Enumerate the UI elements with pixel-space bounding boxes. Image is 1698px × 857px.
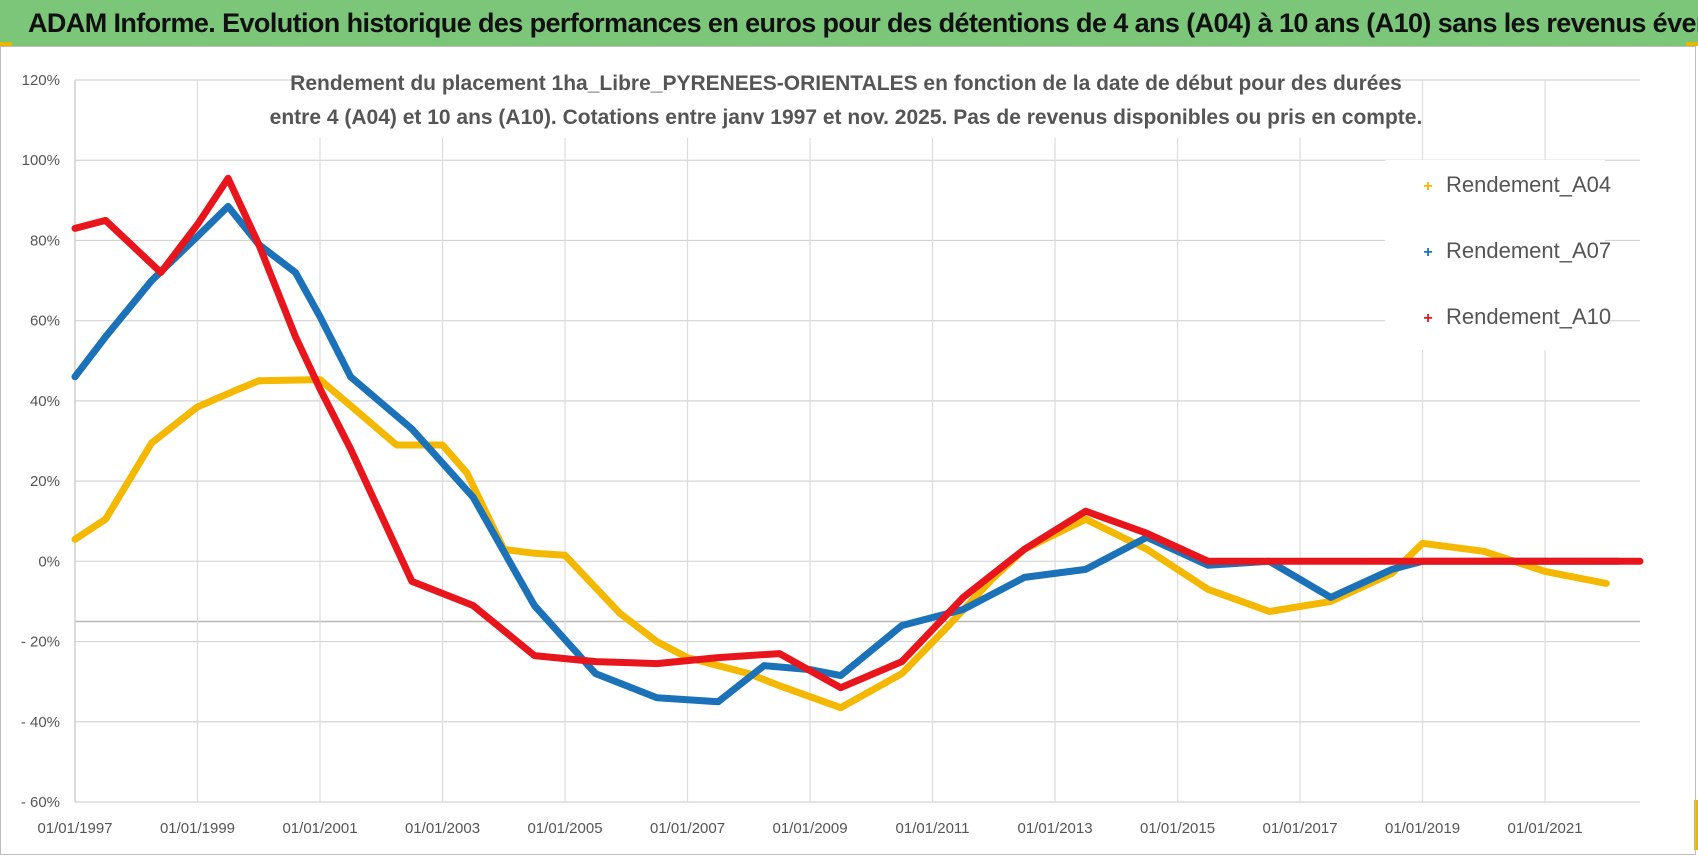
- chart-title: Rendement du placement 1ha_Libre_PYRENEE…: [270, 66, 1423, 138]
- y-tick-label: 80%: [30, 232, 60, 249]
- legend-marker: +: [1423, 244, 1432, 261]
- legend-label: Rendement_A04: [1446, 172, 1611, 197]
- y-tick-label: 0%: [38, 553, 60, 570]
- axes: 120% 100% 80% 60% 40% 20% 0% - 20% - 40% - 60% 01/…: [21, 72, 1583, 837]
- series-line-rendement-a04: [71, 376, 1610, 712]
- chart-title-background: [318, 66, 1374, 138]
- legend-marker: +: [1423, 178, 1432, 195]
- x-tick-label: 01/01/2011: [896, 820, 970, 837]
- legend-label: Rendement_A07: [1446, 238, 1611, 263]
- y-tick-label: 60%: [30, 313, 60, 330]
- y-tick-label: - 20%: [21, 634, 60, 651]
- y-tick-label: 20%: [30, 473, 60, 490]
- legend-marker: +: [1423, 310, 1432, 327]
- grid-lines: [74, 79, 1640, 803]
- y-tick-label: 40%: [30, 393, 60, 410]
- x-tick-label: 01/01/2007: [650, 820, 725, 837]
- x-tick-label: 01/01/2021: [1508, 820, 1583, 837]
- x-tick-label: 01/01/2013: [1018, 820, 1093, 837]
- x-tick-label: 01/01/2017: [1263, 820, 1338, 837]
- x-tick-label: 01/01/2019: [1385, 820, 1460, 837]
- x-tick-label: 01/01/2015: [1140, 820, 1215, 837]
- x-tick-label: 01/01/2005: [527, 820, 602, 837]
- frame-corner-top-left: [0, 42, 12, 46]
- y-tick-label: 120%: [22, 72, 60, 89]
- chart-title-line1: Rendement du placement 1ha_Libre_PYRENEE…: [290, 72, 1402, 95]
- series-layer: [71, 174, 1644, 712]
- y-tick-label: 100%: [22, 152, 60, 169]
- frame-corner-bottom-right: [1694, 800, 1698, 850]
- x-tick-label: 01/01/2001: [282, 820, 357, 837]
- header-banner: ADAM Informe. Evolution historique des p…: [0, 0, 1698, 46]
- y-tick-label: - 60%: [21, 794, 60, 811]
- chart-frame: [0, 46, 1696, 855]
- x-tick-label: 01/01/2009: [772, 820, 847, 837]
- x-tick-label: 01/01/2003: [405, 820, 480, 837]
- x-tick-label: 01/01/1999: [160, 820, 235, 837]
- page-title: ADAM Informe. Evolution historique des p…: [28, 8, 1698, 38]
- series-line-rendement-a10: [71, 174, 1644, 692]
- chart-title-line2: entre 4 (A04) et 10 ans (A10). Cotations…: [270, 106, 1423, 129]
- legend-background: [1385, 160, 1605, 350]
- x-tick-label: 01/01/1997: [37, 820, 112, 837]
- legend-label: Rendement_A10: [1446, 304, 1611, 329]
- legend: + Rendement_A04 + Rendement_A07 + Rendement_A…: [1385, 160, 1611, 350]
- y-tick-label: - 40%: [21, 714, 60, 731]
- frame-corner-top-right: [1686, 42, 1698, 46]
